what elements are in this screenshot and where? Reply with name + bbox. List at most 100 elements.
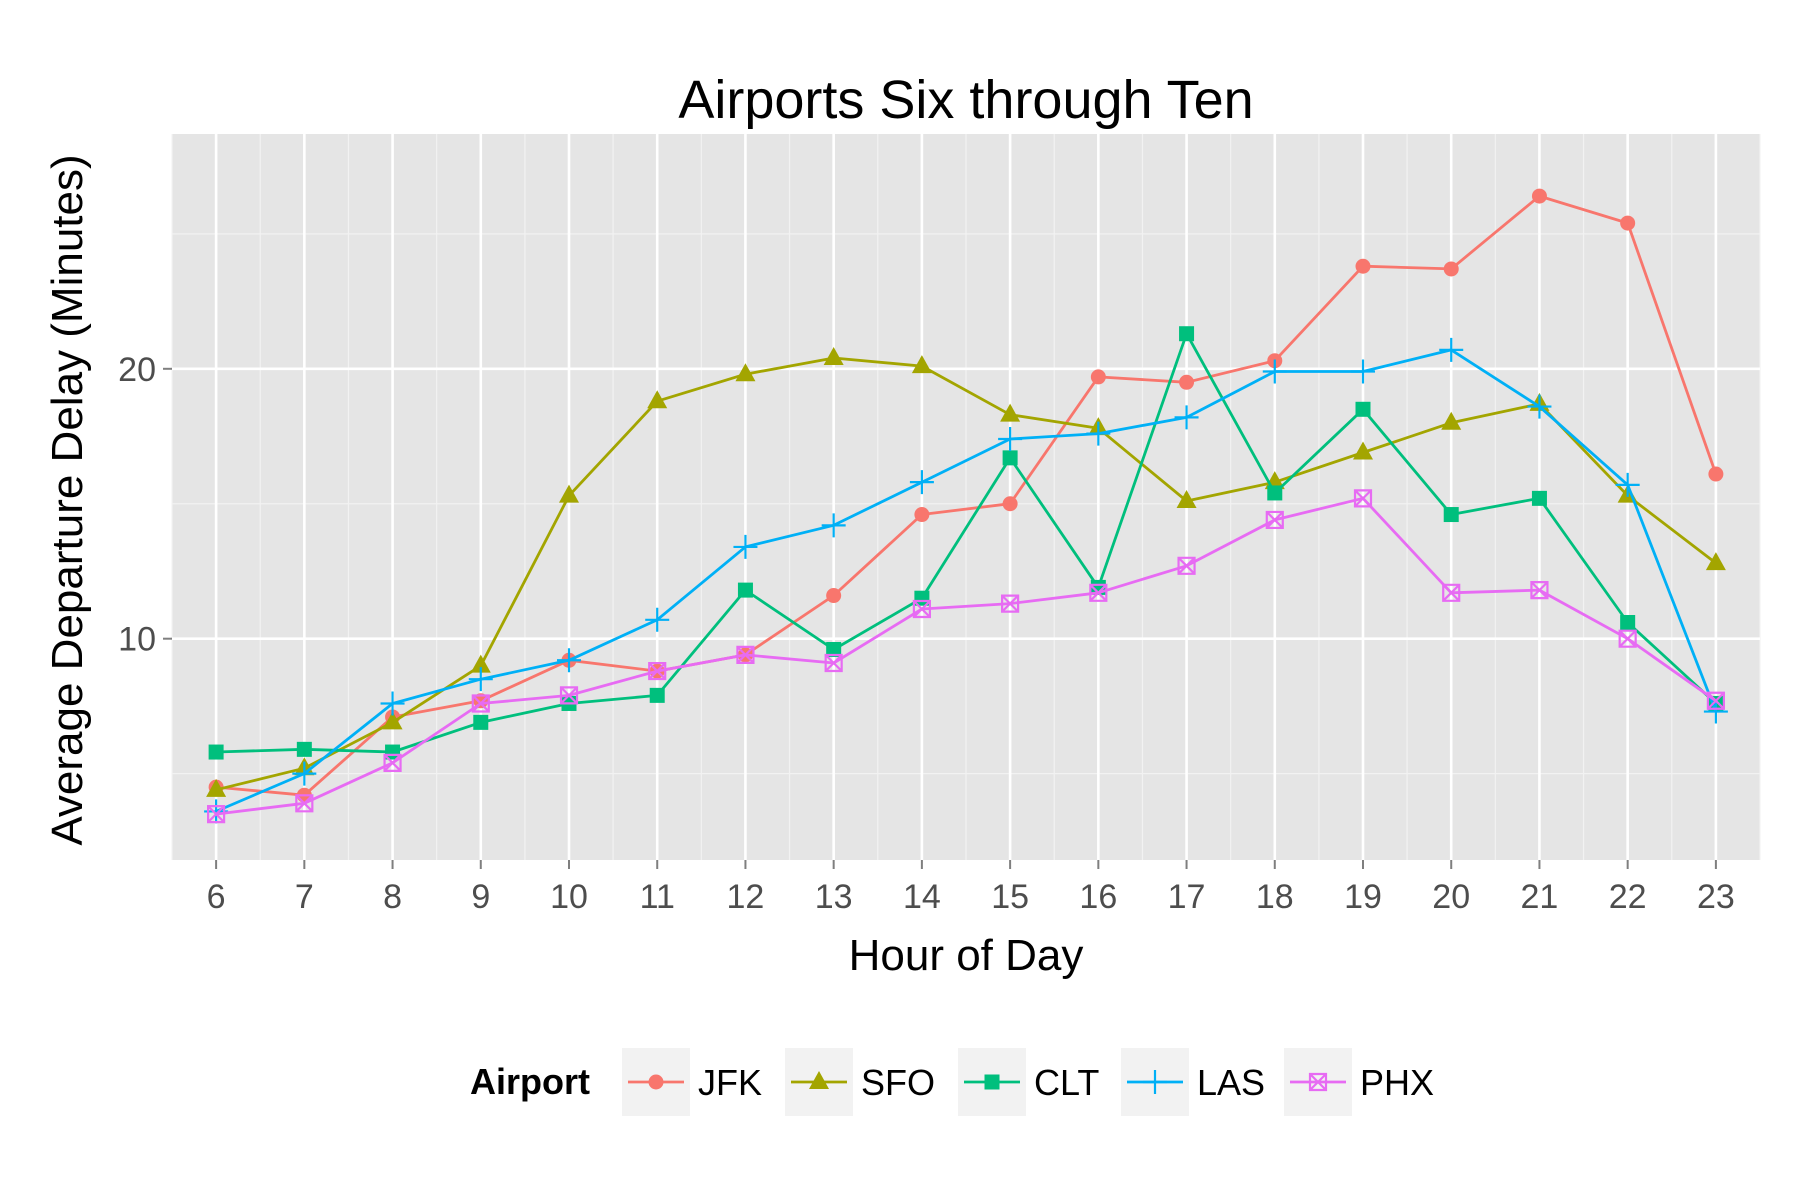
legend-item-sfo: SFO bbox=[785, 1048, 935, 1116]
x-tick-label: 6 bbox=[207, 878, 226, 916]
y-tick-label: 20 bbox=[118, 351, 156, 389]
x-tick-label: 17 bbox=[1168, 878, 1206, 916]
x-tick-label: 8 bbox=[383, 878, 402, 916]
legend-marker-jfk bbox=[648, 1074, 664, 1090]
data-point-jfk bbox=[1531, 188, 1547, 204]
x-tick-label: 10 bbox=[550, 878, 588, 916]
data-point-las bbox=[380, 691, 405, 716]
y-tick-label: 10 bbox=[118, 621, 156, 659]
data-point-las bbox=[1086, 421, 1111, 446]
x-axis-title: Hour of Day bbox=[849, 931, 1084, 980]
data-point-sfo bbox=[735, 363, 756, 382]
data-point-phx bbox=[1706, 691, 1725, 710]
data-point-sfo bbox=[1353, 441, 1373, 460]
series-sfo bbox=[206, 347, 1726, 797]
data-point-phx bbox=[912, 599, 931, 619]
data-point-jfk bbox=[1443, 261, 1459, 277]
x-tick-label: 11 bbox=[640, 878, 675, 916]
data-point-las bbox=[821, 513, 846, 538]
x-axis: 6 7 8 9 10 11 12 13 14 15 16 17 18 19 20 21 22 23 bbox=[207, 860, 1735, 916]
series-line-clt bbox=[216, 332, 1717, 754]
data-point-las bbox=[1527, 394, 1552, 419]
legend-item-las: LAS bbox=[1121, 1048, 1265, 1116]
legend-item-jfk: JFK bbox=[622, 1048, 762, 1116]
data-point-clt bbox=[1002, 450, 1018, 466]
x-tick-label: 14 bbox=[903, 878, 941, 916]
data-point-las bbox=[557, 648, 581, 673]
data-point-clt bbox=[296, 741, 312, 757]
legend-marker-clt bbox=[984, 1074, 1000, 1090]
y-axis-title: Average Departure Delay (Minutes) bbox=[43, 154, 92, 845]
series-las bbox=[204, 337, 1728, 824]
x-tick-label: 19 bbox=[1344, 878, 1382, 916]
data-point-phx bbox=[1530, 581, 1549, 600]
legend-item-clt: CLT bbox=[958, 1048, 1099, 1116]
legend-title: Airport bbox=[470, 1061, 590, 1102]
data-point-las bbox=[1615, 472, 1640, 497]
x-tick-label: 12 bbox=[727, 878, 765, 916]
data-point-las bbox=[1174, 405, 1199, 430]
data-point-phx bbox=[736, 645, 755, 664]
data-point-phx bbox=[559, 686, 579, 705]
legend-label-jfk: JFK bbox=[698, 1062, 762, 1103]
legend-label-clt: CLT bbox=[1034, 1062, 1099, 1103]
data-point-clt bbox=[1531, 490, 1547, 506]
data-point-phx bbox=[1618, 629, 1637, 648]
data-point-clt bbox=[1620, 614, 1636, 630]
data-point-phx bbox=[383, 753, 402, 772]
data-point-sfo bbox=[823, 347, 844, 366]
data-point-clt bbox=[1443, 507, 1459, 523]
data-point-las bbox=[998, 426, 1023, 451]
data-point-las bbox=[1703, 699, 1728, 724]
legend-marker-sfo bbox=[809, 1071, 829, 1089]
legend-label-phx: PHX bbox=[1360, 1062, 1434, 1103]
legend-item-phx: PHX bbox=[1284, 1048, 1434, 1116]
data-point-jfk bbox=[1090, 369, 1106, 385]
x-tick-label: 23 bbox=[1697, 878, 1735, 916]
legend: Airport JFK SFO CLT LAS PHX bbox=[470, 1048, 1434, 1116]
data-point-jfk bbox=[1708, 466, 1724, 482]
data-point-sfo bbox=[382, 711, 403, 730]
data-point-sfo bbox=[911, 355, 932, 374]
data-point-phx bbox=[471, 694, 490, 713]
data-point-jfk bbox=[914, 507, 930, 523]
x-tick-label: 20 bbox=[1432, 878, 1470, 916]
data-point-jfk bbox=[826, 588, 842, 604]
data-point-phx bbox=[1353, 489, 1373, 508]
data-point-clt bbox=[473, 714, 489, 730]
data-point-sfo bbox=[206, 778, 227, 797]
series-line-las bbox=[215, 348, 1718, 813]
data-point-jfk bbox=[1620, 215, 1636, 231]
data-point-las bbox=[468, 667, 493, 692]
data-point-las bbox=[733, 534, 758, 559]
data-point-phx bbox=[824, 653, 843, 673]
x-tick-label: 9 bbox=[471, 878, 490, 916]
data-point-sfo bbox=[647, 390, 668, 409]
legend-marker-phx bbox=[1308, 1072, 1328, 1092]
x-tick-label: 21 bbox=[1521, 878, 1559, 916]
data-point-jfk bbox=[1179, 374, 1195, 390]
data-point-phx bbox=[648, 661, 667, 681]
data-point-las bbox=[1439, 337, 1464, 362]
data-point-phx bbox=[1177, 556, 1196, 575]
legend-marker-las bbox=[1143, 1070, 1167, 1094]
data-point-las bbox=[292, 761, 317, 786]
series-layer bbox=[204, 188, 1728, 824]
data-point-clt bbox=[826, 641, 842, 657]
grid-major bbox=[172, 134, 1760, 860]
x-tick-label: 15 bbox=[991, 878, 1029, 916]
x-tick-label: 18 bbox=[1256, 878, 1294, 916]
legend-label-sfo: SFO bbox=[861, 1062, 935, 1103]
data-point-jfk bbox=[1355, 258, 1371, 274]
x-tick-label: 22 bbox=[1609, 878, 1647, 916]
data-point-clt bbox=[208, 744, 224, 760]
series-line-sfo bbox=[215, 356, 1717, 792]
data-point-phx bbox=[207, 805, 226, 824]
data-point-phx bbox=[1265, 510, 1284, 530]
data-point-phx bbox=[1001, 594, 1020, 613]
data-point-sfo bbox=[1176, 490, 1197, 509]
series-line-jfk bbox=[215, 194, 1718, 797]
data-point-sfo bbox=[1705, 552, 1726, 571]
data-point-las bbox=[1351, 359, 1375, 384]
series-line-phx bbox=[215, 496, 1717, 816]
